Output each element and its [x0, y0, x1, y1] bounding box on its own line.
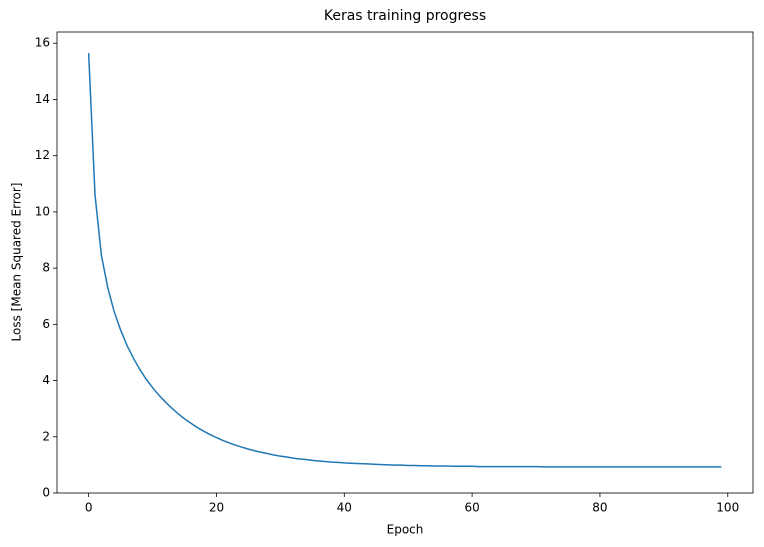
chart-title: Keras training progress	[324, 8, 486, 24]
x-tick-label: 60	[464, 501, 479, 515]
y-tick-label: 12	[35, 148, 50, 162]
y-tick-label: 0	[42, 486, 50, 500]
x-tick-label: 100	[716, 501, 739, 515]
y-tick-label: 16	[35, 36, 50, 50]
x-tick-label: 20	[209, 501, 224, 515]
y-tick-label: 8	[42, 261, 50, 275]
y-tick-label: 6	[42, 317, 50, 331]
x-tick-label: 0	[85, 501, 93, 515]
x-axis-label: Epoch	[387, 523, 424, 537]
y-tick-label: 2	[42, 429, 50, 443]
y-tick-label: 14	[35, 92, 50, 106]
x-tick-label: 80	[592, 501, 607, 515]
y-tick-label: 10	[35, 204, 50, 218]
y-axis-label: Loss [Mean Squared Error]	[10, 183, 24, 342]
data-line	[87, 53, 722, 468]
x-tick-label: 40	[337, 501, 352, 515]
y-tick-label: 4	[42, 373, 50, 387]
plot-frame	[56, 31, 754, 494]
